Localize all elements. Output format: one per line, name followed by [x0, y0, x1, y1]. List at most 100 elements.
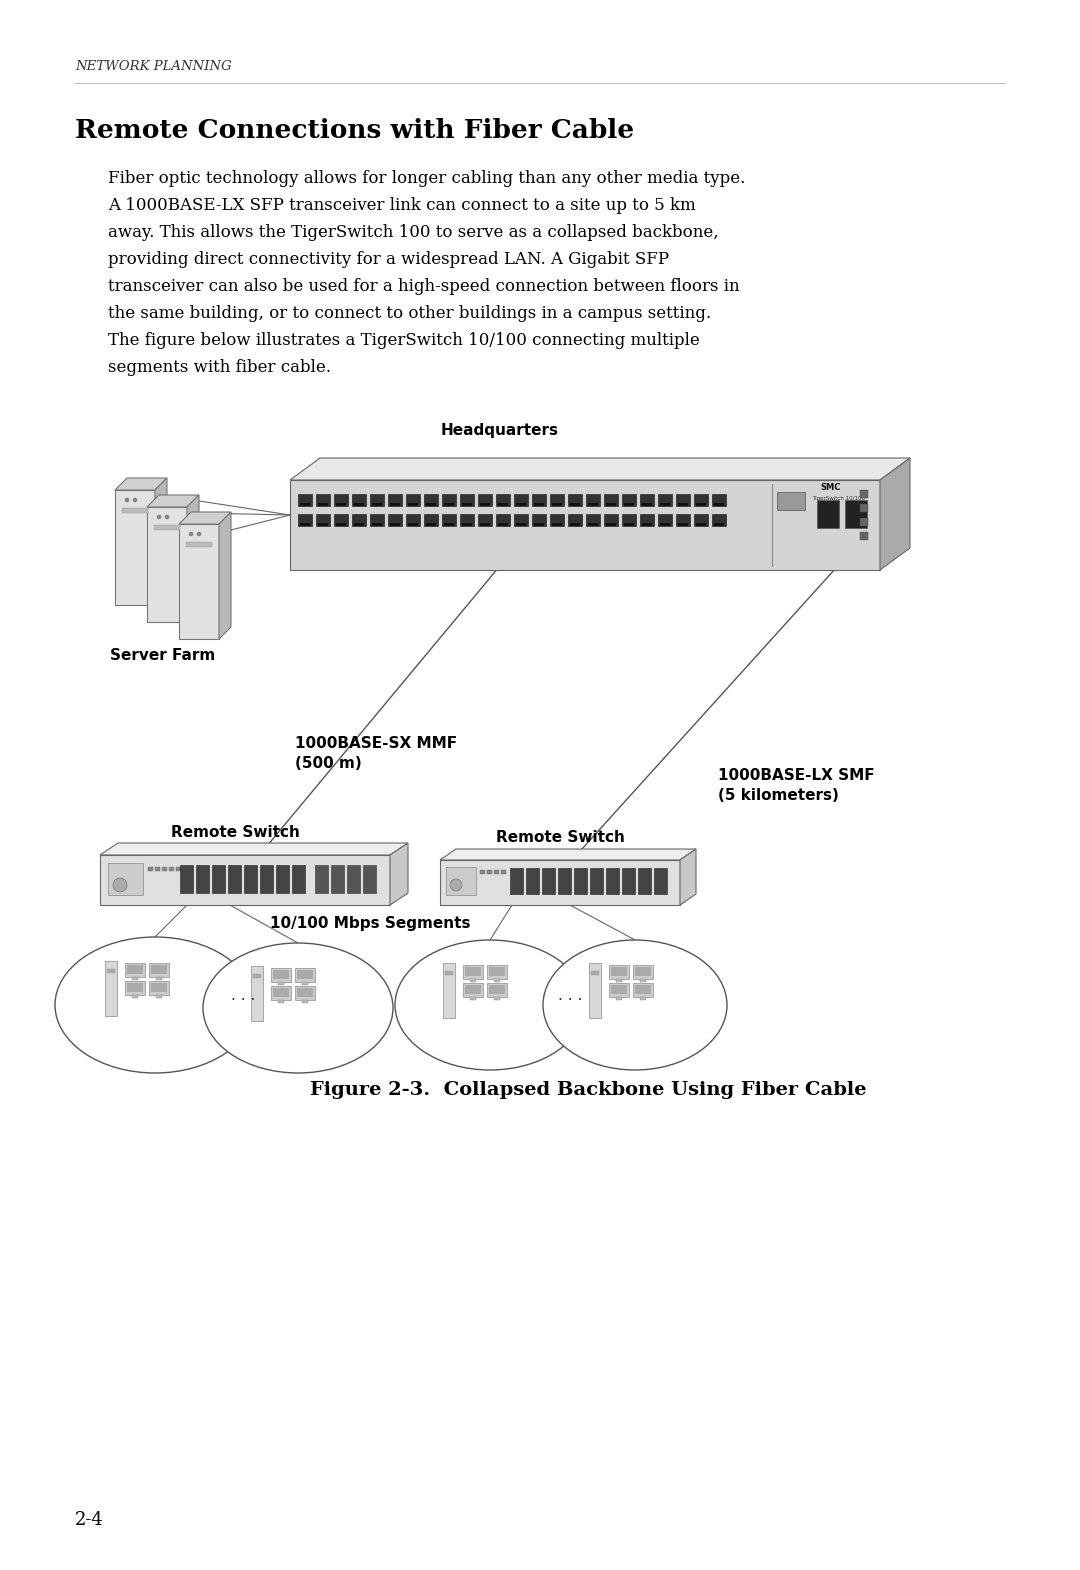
Bar — [151, 983, 167, 992]
Bar — [127, 983, 143, 992]
Bar — [276, 865, 289, 893]
Text: 1000BASE-LX SMF: 1000BASE-LX SMF — [718, 768, 875, 783]
Bar — [291, 480, 880, 570]
Bar — [470, 997, 475, 1000]
Bar — [295, 967, 314, 981]
Bar — [390, 523, 400, 526]
Bar — [616, 978, 622, 981]
Bar — [347, 865, 360, 893]
Bar — [149, 981, 168, 995]
Polygon shape — [114, 477, 167, 490]
Text: Fiber optic technology allows for longer cabling than any other media type.: Fiber optic technology allows for longer… — [108, 170, 745, 187]
Bar — [372, 502, 382, 506]
Bar — [180, 865, 193, 893]
Bar — [660, 502, 670, 506]
Bar — [696, 502, 706, 506]
Bar — [176, 867, 181, 871]
Bar — [552, 502, 562, 506]
Bar — [498, 502, 508, 506]
Bar — [105, 961, 117, 1016]
Bar — [363, 865, 376, 893]
Bar — [860, 490, 868, 498]
Bar — [488, 967, 504, 975]
Bar — [297, 970, 312, 978]
Text: providing direct connectivity for a widespread LAN. A Gigabit SFP: providing direct connectivity for a wide… — [108, 251, 670, 268]
Bar — [408, 502, 418, 506]
Bar — [444, 502, 454, 506]
Bar — [272, 988, 288, 997]
Bar — [108, 864, 143, 895]
Bar — [633, 983, 653, 997]
Bar — [132, 977, 138, 980]
Ellipse shape — [543, 940, 727, 1071]
Polygon shape — [440, 849, 696, 860]
Circle shape — [165, 515, 168, 520]
Bar — [406, 513, 420, 526]
Bar — [696, 523, 706, 526]
Bar — [107, 969, 114, 973]
Bar — [658, 495, 672, 506]
Text: segments with fiber cable.: segments with fiber cable. — [108, 360, 330, 375]
Bar — [470, 978, 475, 981]
Bar — [251, 966, 262, 1020]
Bar — [694, 495, 708, 506]
Bar — [586, 495, 600, 506]
Bar — [510, 868, 523, 893]
Bar — [532, 513, 546, 526]
Bar — [478, 513, 492, 526]
Bar — [424, 513, 438, 526]
Bar — [336, 502, 346, 506]
Bar — [640, 495, 654, 506]
Bar — [606, 868, 619, 893]
Bar — [534, 523, 544, 526]
Text: NETWORK PLANNING: NETWORK PLANNING — [75, 60, 232, 72]
Bar — [622, 868, 635, 893]
Polygon shape — [291, 458, 910, 480]
Bar — [300, 502, 310, 506]
Bar — [526, 868, 539, 893]
Bar — [370, 495, 384, 506]
Bar — [635, 967, 651, 975]
Bar — [487, 870, 492, 874]
Polygon shape — [187, 495, 199, 622]
Bar — [604, 513, 618, 526]
Bar — [300, 523, 310, 526]
Bar — [640, 997, 646, 1000]
Bar — [860, 504, 868, 512]
Text: Figure 2-3.  Collapsed Backbone Using Fiber Cable: Figure 2-3. Collapsed Backbone Using Fib… — [310, 1082, 866, 1099]
Bar — [301, 1000, 308, 1003]
Bar — [148, 867, 153, 871]
Bar — [501, 870, 507, 874]
Bar — [640, 513, 654, 526]
Bar — [845, 499, 867, 528]
Bar — [624, 523, 634, 526]
Text: TigerSwitch 10/100: TigerSwitch 10/100 — [812, 496, 865, 501]
Bar — [297, 988, 312, 997]
Bar — [642, 523, 652, 526]
Bar — [712, 513, 726, 526]
Polygon shape — [880, 458, 910, 570]
Polygon shape — [100, 843, 408, 856]
Bar — [460, 495, 474, 506]
Polygon shape — [219, 512, 231, 639]
Bar — [816, 499, 839, 528]
Bar — [480, 523, 490, 526]
Bar — [604, 495, 618, 506]
Bar — [532, 495, 546, 506]
Bar — [426, 502, 436, 506]
Bar — [642, 502, 652, 506]
Polygon shape — [156, 477, 167, 604]
Text: A 1000BASE-LX SFP transceiver link can connect to a site up to 5 km: A 1000BASE-LX SFP transceiver link can c… — [108, 196, 696, 214]
Bar — [272, 970, 288, 978]
Bar — [330, 865, 345, 893]
Bar — [573, 868, 588, 893]
Bar — [301, 981, 308, 984]
Text: 1000BASE-SX MMF: 1000BASE-SX MMF — [295, 736, 457, 750]
Bar — [354, 523, 364, 526]
Bar — [318, 523, 328, 526]
Bar — [316, 495, 330, 506]
Text: Remote Switch: Remote Switch — [496, 831, 624, 845]
Bar — [154, 524, 180, 531]
Bar — [624, 502, 634, 506]
Bar — [496, 513, 510, 526]
